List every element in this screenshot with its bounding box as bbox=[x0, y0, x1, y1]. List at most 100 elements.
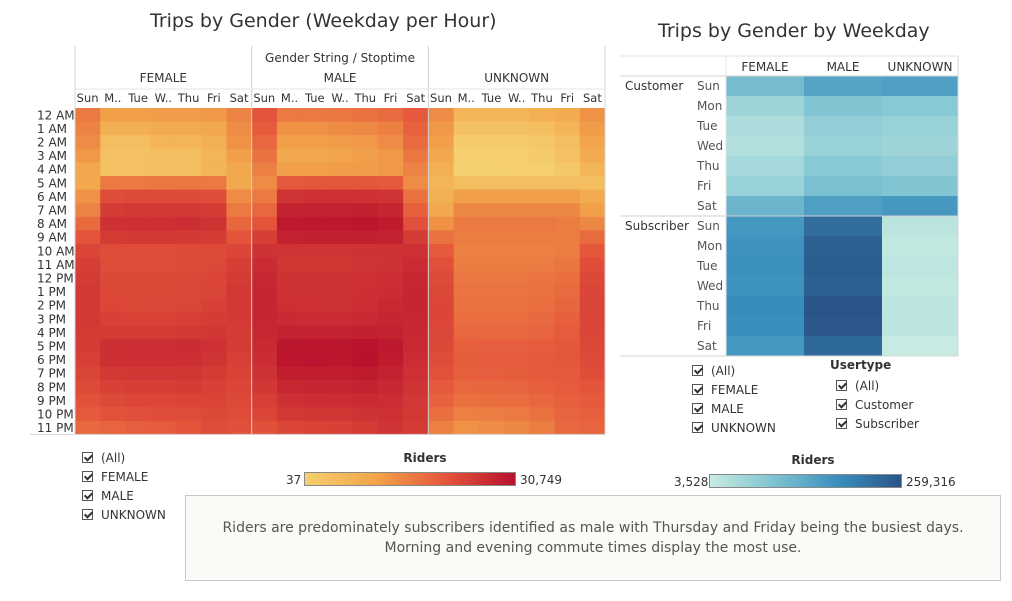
heatmap-cell[interactable] bbox=[327, 135, 354, 150]
heatmap-cell[interactable] bbox=[453, 257, 480, 272]
heatmap-cell[interactable] bbox=[882, 196, 959, 217]
heatmap-cell[interactable] bbox=[276, 189, 303, 204]
heatmap-cell[interactable] bbox=[150, 176, 177, 190]
heatmap-cell[interactable] bbox=[428, 271, 454, 286]
heatmap-cell[interactable] bbox=[75, 176, 101, 190]
heatmap-cell[interactable] bbox=[882, 76, 959, 97]
heatmap-cell[interactable] bbox=[403, 284, 429, 299]
heatmap-cell[interactable] bbox=[352, 284, 379, 299]
heatmap-cell[interactable] bbox=[150, 284, 177, 299]
heatmap-cell[interactable] bbox=[175, 244, 202, 258]
heatmap-cell[interactable] bbox=[403, 189, 429, 204]
heatmap-cell[interactable] bbox=[125, 312, 152, 326]
heatmap-cell[interactable] bbox=[75, 420, 101, 435]
heatmap-cell[interactable] bbox=[251, 135, 278, 150]
heatmap-cell[interactable] bbox=[201, 420, 227, 435]
heatmap-cell[interactable] bbox=[276, 339, 303, 354]
heatmap-cell[interactable] bbox=[302, 121, 328, 136]
heatmap-cell[interactable] bbox=[478, 216, 505, 231]
heatmap-cell[interactable] bbox=[201, 148, 227, 163]
heatmap-cell[interactable] bbox=[226, 121, 253, 136]
heatmap-cell[interactable] bbox=[302, 312, 328, 326]
heatmap-cell[interactable] bbox=[882, 116, 959, 137]
heatmap-cell[interactable] bbox=[251, 284, 278, 299]
heatmap-cell[interactable] bbox=[377, 271, 404, 286]
heatmap-cell[interactable] bbox=[504, 393, 530, 408]
heatmap-cell[interactable] bbox=[302, 189, 328, 204]
filter-option-subscriber[interactable]: Subscriber bbox=[836, 414, 919, 433]
checkbox-checked-icon[interactable] bbox=[836, 380, 847, 391]
heatmap-cell[interactable] bbox=[554, 352, 581, 367]
heatmap-cell[interactable] bbox=[175, 148, 202, 163]
heatmap-cell[interactable] bbox=[579, 176, 606, 190]
heatmap-cell[interactable] bbox=[403, 352, 429, 367]
heatmap-cell[interactable] bbox=[579, 393, 606, 408]
heatmap-cell[interactable] bbox=[327, 148, 354, 163]
heatmap-cell[interactable] bbox=[201, 407, 227, 422]
heatmap-cell[interactable] bbox=[478, 366, 505, 381]
heatmap-cell[interactable] bbox=[554, 203, 581, 218]
heatmap-cell[interactable] bbox=[125, 420, 152, 435]
heatmap-cell[interactable] bbox=[377, 135, 404, 150]
heatmap-cell[interactable] bbox=[428, 230, 454, 245]
heatmap-cell[interactable] bbox=[100, 230, 126, 245]
heatmap-cell[interactable] bbox=[226, 271, 253, 286]
heatmap-cell[interactable] bbox=[201, 366, 227, 381]
heatmap-cell[interactable] bbox=[226, 284, 253, 299]
heatmap-cell[interactable] bbox=[804, 176, 883, 197]
heatmap-cell[interactable] bbox=[403, 325, 429, 340]
heatmap-cell[interactable] bbox=[478, 380, 505, 394]
heatmap-cell[interactable] bbox=[504, 312, 530, 326]
heatmap-cell[interactable] bbox=[100, 189, 126, 204]
heatmap-cell[interactable] bbox=[529, 244, 555, 258]
heatmap-cell[interactable] bbox=[352, 244, 379, 258]
heatmap-cell[interactable] bbox=[150, 352, 177, 367]
heatmap-cell[interactable] bbox=[226, 312, 253, 326]
heatmap-cell[interactable] bbox=[504, 420, 530, 435]
heatmap-cell[interactable] bbox=[726, 196, 805, 217]
heatmap-cell[interactable] bbox=[175, 203, 202, 218]
heatmap-cell[interactable] bbox=[226, 352, 253, 367]
heatmap-cell[interactable] bbox=[302, 148, 328, 163]
heatmap-cell[interactable] bbox=[302, 244, 328, 258]
heatmap-cell[interactable] bbox=[302, 380, 328, 394]
heatmap-cell[interactable] bbox=[302, 352, 328, 367]
heatmap-cell[interactable] bbox=[579, 148, 606, 163]
heatmap-cell[interactable] bbox=[428, 189, 454, 204]
heatmap-cell[interactable] bbox=[428, 393, 454, 408]
checkbox-checked-icon[interactable] bbox=[692, 422, 703, 433]
heatmap-cell[interactable] bbox=[478, 339, 505, 354]
heatmap-cell[interactable] bbox=[100, 257, 126, 272]
heatmap-cell[interactable] bbox=[403, 148, 429, 163]
heatmap-cell[interactable] bbox=[352, 271, 379, 286]
heatmap-cell[interactable] bbox=[804, 336, 883, 357]
heatmap-cell[interactable] bbox=[226, 230, 253, 245]
heatmap-cell[interactable] bbox=[352, 380, 379, 394]
heatmap-cell[interactable] bbox=[804, 236, 883, 257]
heatmap-cell[interactable] bbox=[100, 108, 126, 122]
filter-option-female[interactable]: FEMALE bbox=[692, 380, 776, 399]
heatmap-cell[interactable] bbox=[579, 108, 606, 122]
heatmap-cell[interactable] bbox=[125, 244, 152, 258]
heatmap-cell[interactable] bbox=[377, 121, 404, 136]
checkbox-checked-icon[interactable] bbox=[82, 471, 93, 482]
heatmap-cell[interactable] bbox=[352, 339, 379, 354]
heatmap-cell[interactable] bbox=[125, 352, 152, 367]
heatmap-cell[interactable] bbox=[377, 216, 404, 231]
checkbox-checked-icon[interactable] bbox=[82, 509, 93, 520]
heatmap-cell[interactable] bbox=[75, 108, 101, 122]
heatmap-cell[interactable] bbox=[150, 271, 177, 286]
heatmap-cell[interactable] bbox=[403, 162, 429, 177]
heatmap-cell[interactable] bbox=[504, 162, 530, 177]
heatmap-cell[interactable] bbox=[377, 380, 404, 394]
heatmap-cell[interactable] bbox=[504, 366, 530, 381]
heatmap-cell[interactable] bbox=[882, 316, 959, 337]
heatmap-cell[interactable] bbox=[554, 189, 581, 204]
heatmap-cell[interactable] bbox=[100, 121, 126, 136]
heatmap-cell[interactable] bbox=[125, 284, 152, 299]
heatmap-cell[interactable] bbox=[175, 162, 202, 177]
heatmap-cell[interactable] bbox=[428, 407, 454, 422]
heatmap-cell[interactable] bbox=[529, 407, 555, 422]
heatmap-cell[interactable] bbox=[276, 135, 303, 150]
heatmap-cell[interactable] bbox=[175, 407, 202, 422]
